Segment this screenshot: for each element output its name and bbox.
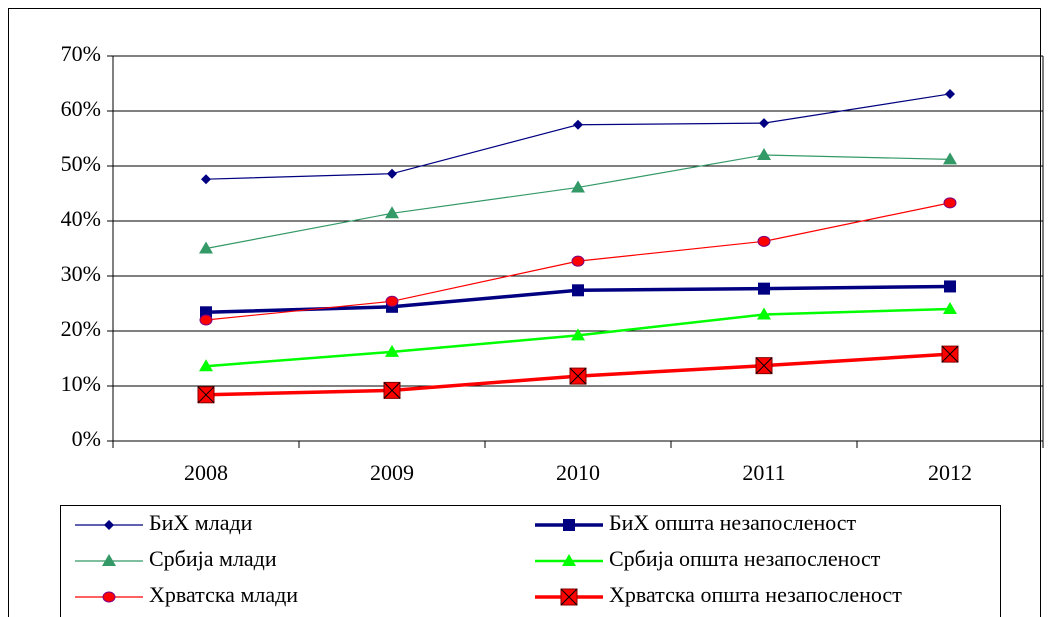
marker-cross (560, 588, 578, 606)
data-point (201, 174, 211, 185)
data-point (757, 235, 771, 247)
x-tick-label: 2009 (370, 460, 414, 485)
data-point (199, 241, 213, 254)
data-point (385, 344, 399, 357)
legend-label: Србија млади (149, 546, 277, 571)
legend-label: БиХ млади (149, 510, 253, 535)
x-tick-label: 2011 (742, 460, 785, 485)
data-point (943, 197, 957, 209)
marker-cross (569, 367, 587, 385)
data-point (945, 88, 955, 99)
y-tick-label: 20% (61, 316, 101, 341)
y-tick-label: 0% (72, 426, 101, 451)
data-point (757, 148, 771, 160)
data-point (572, 284, 584, 297)
y-tick-label: 10% (61, 371, 101, 396)
legend-marker (104, 520, 114, 530)
marker-cross (197, 386, 215, 404)
data-point (387, 168, 397, 179)
x-tick-label: 2012 (928, 460, 972, 485)
data-point (569, 367, 587, 385)
legend-box (60, 505, 1001, 617)
legend-marker (560, 588, 578, 606)
data-point (943, 152, 957, 165)
data-point (199, 314, 213, 326)
marker-cross (755, 357, 773, 375)
data-point (385, 206, 399, 219)
data-point (197, 386, 215, 404)
chart-frame (8, 8, 1041, 617)
data-point (757, 307, 771, 320)
marker-cross (383, 382, 401, 399)
data-point (571, 255, 585, 267)
data-point (571, 328, 585, 341)
data-point (941, 345, 959, 363)
legend-label: Хрватска млади (149, 582, 298, 607)
data-point (758, 282, 770, 295)
data-point (383, 381, 401, 399)
data-point (573, 119, 583, 130)
y-tick-label: 30% (61, 261, 101, 286)
y-tick-label: 50% (61, 151, 101, 176)
legend-label: Србија општа незапосленост (609, 546, 881, 571)
legend-marker (563, 519, 575, 531)
y-tick-label: 60% (61, 96, 101, 121)
legend-label: Хрватска општа незапосленост (609, 582, 902, 607)
marker-cross (941, 345, 959, 363)
legend-marker (102, 554, 116, 566)
y-tick-label: 40% (61, 206, 101, 231)
data-point (199, 359, 213, 372)
data-point (759, 118, 769, 129)
legend-marker (562, 554, 576, 566)
data-point (571, 180, 585, 193)
x-tick-label: 2008 (184, 460, 228, 485)
legend-label: БиХ општа незапосленост (609, 510, 857, 535)
data-point (943, 302, 957, 314)
x-tick-label: 2010 (556, 460, 600, 485)
data-point (385, 295, 399, 307)
legend-marker (102, 591, 116, 603)
data-point (755, 357, 773, 375)
series-line (205, 154, 951, 250)
data-point (944, 280, 956, 293)
y-tick-label: 70% (61, 41, 101, 66)
